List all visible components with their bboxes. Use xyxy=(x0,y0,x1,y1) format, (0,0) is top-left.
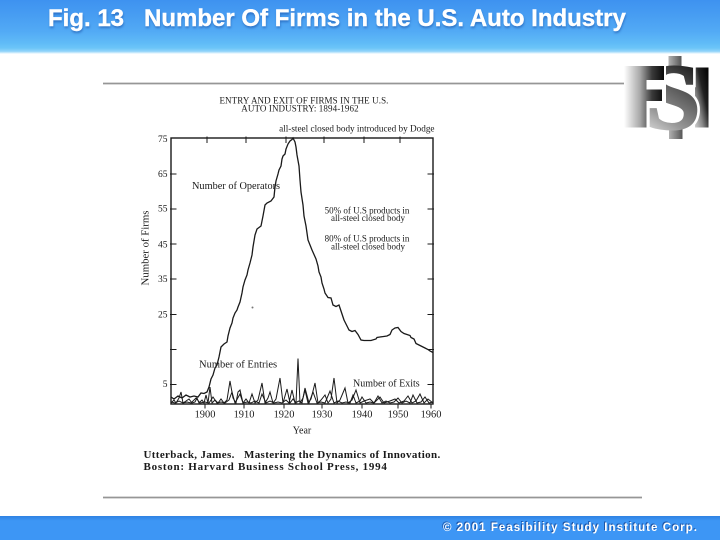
svg-text:Utterback, James. Mastering: Utterback, James. Mastering the Dynamics… xyxy=(144,449,441,461)
svg-text:AUTO INDUSTRY: 1894-1962: AUTO INDUSTRY: 1894-1962 xyxy=(241,104,358,114)
svg-text:Number of Exits: Number of Exits xyxy=(353,379,420,390)
svg-text:1900: 1900 xyxy=(195,410,216,421)
svg-text:1930: 1930 xyxy=(312,410,333,421)
svg-text:1920: 1920 xyxy=(274,410,295,421)
svg-text:ENTRY AND EXIT OF FIRMS IN THE: ENTRY AND EXIT OF FIRMS IN THE U.S. xyxy=(219,96,388,106)
svg-text:1960: 1960 xyxy=(421,410,442,421)
svg-text:35: 35 xyxy=(158,275,168,285)
svg-text:1910: 1910 xyxy=(234,410,255,421)
svg-text:5: 5 xyxy=(163,380,168,390)
svg-text:1950: 1950 xyxy=(388,410,409,421)
svg-text:1940: 1940 xyxy=(352,410,373,421)
svg-text:25: 25 xyxy=(158,311,168,321)
svg-text:75: 75 xyxy=(158,135,168,145)
svg-text:Number of Entries: Number of Entries xyxy=(199,360,277,371)
svg-text:Year: Year xyxy=(293,426,312,437)
svg-text:all-steel closed body: all-steel closed body xyxy=(331,213,405,223)
svg-text:65: 65 xyxy=(158,170,168,180)
svg-text:80% of U.S products in: 80% of U.S products in xyxy=(325,234,410,244)
svg-text:Number of Firms: Number of Firms xyxy=(140,211,152,286)
svg-text:45: 45 xyxy=(158,241,168,251)
svg-text:Boston: Harvard Business Schoo: Boston: Harvard Business School Press, 1… xyxy=(144,461,388,473)
svg-text:all-steel closed body introduc: all-steel closed body introduced by Dodg… xyxy=(279,124,434,134)
svg-text:Number of Operators: Number of Operators xyxy=(192,181,280,192)
svg-text:all-steel closed body: all-steel closed body xyxy=(331,242,405,252)
svg-text:50% of U.S products in: 50% of U.S products in xyxy=(325,205,410,215)
svg-text:55: 55 xyxy=(158,205,168,215)
